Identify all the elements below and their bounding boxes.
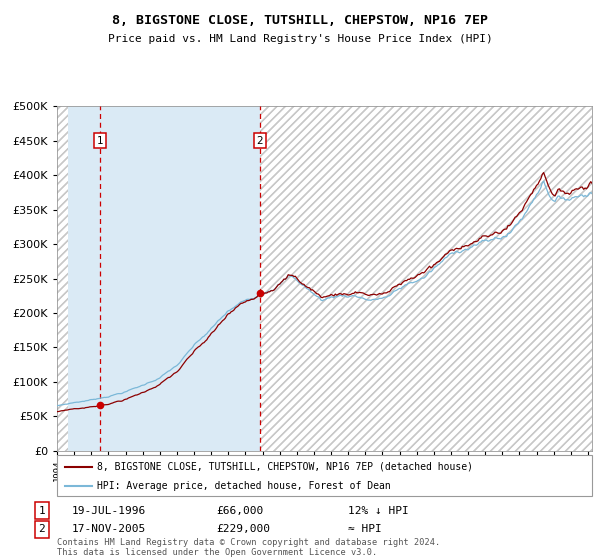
Bar (57, 106, 68, 451)
Bar (260, 106, 592, 451)
Text: HPI: Average price, detached house, Forest of Dean: HPI: Average price, detached house, Fore… (97, 480, 391, 491)
Text: Price paid vs. HM Land Registry's House Price Index (HPI): Price paid vs. HM Land Registry's House … (107, 34, 493, 44)
Text: 1: 1 (38, 506, 46, 516)
Text: 2: 2 (256, 136, 263, 146)
Text: 2: 2 (38, 524, 46, 534)
Bar (260, 106, 592, 451)
Text: 1: 1 (97, 136, 103, 146)
Text: £229,000: £229,000 (216, 524, 270, 534)
Text: ≈ HPI: ≈ HPI (348, 524, 382, 534)
Bar (57, 106, 260, 451)
Text: Contains HM Land Registry data © Crown copyright and database right 2024.
This d: Contains HM Land Registry data © Crown c… (57, 538, 440, 557)
Text: £66,000: £66,000 (216, 506, 263, 516)
Bar (260, 106, 592, 451)
Text: 12% ↓ HPI: 12% ↓ HPI (348, 506, 409, 516)
Bar (57, 106, 68, 451)
Text: 8, BIGSTONE CLOSE, TUTSHILL, CHEPSTOW, NP16 7EP (detached house): 8, BIGSTONE CLOSE, TUTSHILL, CHEPSTOW, N… (97, 461, 473, 472)
Bar (57, 106, 68, 451)
Bar (68, 106, 260, 451)
FancyBboxPatch shape (57, 455, 592, 496)
Text: 8, BIGSTONE CLOSE, TUTSHILL, CHEPSTOW, NP16 7EP: 8, BIGSTONE CLOSE, TUTSHILL, CHEPSTOW, N… (112, 14, 488, 27)
Text: 17-NOV-2005: 17-NOV-2005 (72, 524, 146, 534)
Text: 19-JUL-1996: 19-JUL-1996 (72, 506, 146, 516)
